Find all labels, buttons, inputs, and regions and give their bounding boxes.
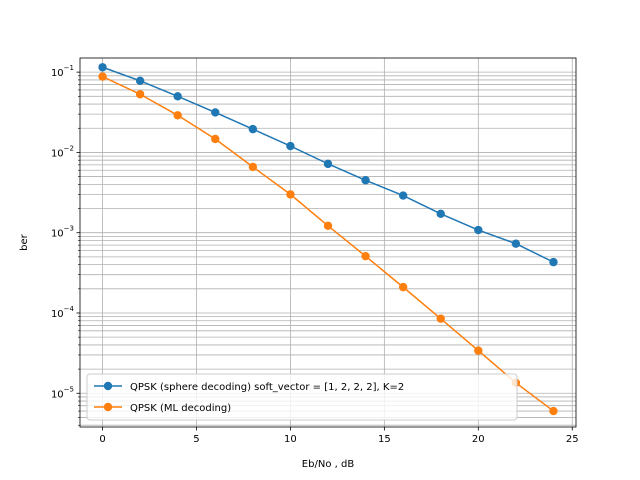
y-tick-label: 10−5 xyxy=(51,385,74,400)
x-tick-label: 10 xyxy=(284,434,297,445)
x-axis-label: Eb/No , dB xyxy=(302,459,355,470)
y-tick-label: 10−3 xyxy=(51,225,74,240)
data-point xyxy=(436,314,445,323)
data-point xyxy=(248,162,258,172)
x-tick-label: 25 xyxy=(566,434,579,445)
legend-label: QPSK (ML decoding) xyxy=(130,403,231,414)
data-point xyxy=(474,225,483,235)
y-tick-label: 10−2 xyxy=(51,144,74,159)
series-2 xyxy=(98,72,558,416)
data-point xyxy=(511,239,521,248)
series-layer xyxy=(98,63,558,416)
data-point xyxy=(323,221,333,230)
legend-marker xyxy=(103,381,113,391)
legend: QPSK (sphere decoding) soft_vector = [1,… xyxy=(86,373,518,421)
y-tick-label: 10−4 xyxy=(51,305,75,320)
x-tick-label: 15 xyxy=(378,434,391,445)
x-tick-label: 20 xyxy=(472,434,485,445)
legend-marker xyxy=(103,402,113,412)
legend-entry-1: QPSK (sphere decoding) soft_vector = [1,… xyxy=(94,381,404,393)
data-point xyxy=(248,124,258,134)
data-point xyxy=(98,63,107,72)
data-point xyxy=(286,141,295,151)
data-point xyxy=(135,76,145,85)
x-tick-label: 5 xyxy=(193,434,199,445)
data-point xyxy=(361,251,370,261)
data-point xyxy=(173,111,182,120)
data-point xyxy=(211,134,220,144)
axis-ticks: 10−5 10−4 10−3 10−2 10−1 0 5 10 15 20 25 xyxy=(51,64,579,445)
series-1 xyxy=(98,63,558,267)
data-point xyxy=(436,209,445,218)
y-tick-label: 10−1 xyxy=(51,64,74,79)
legend-label: QPSK (sphere decoding) soft_vector = [1,… xyxy=(130,382,404,393)
data-point xyxy=(98,72,107,81)
data-point xyxy=(173,92,182,101)
data-point xyxy=(323,159,333,169)
plot-frame xyxy=(79,57,577,428)
data-point xyxy=(549,257,558,267)
y-axis-label: ber xyxy=(19,233,30,251)
data-point xyxy=(398,191,408,200)
x-tick-label: 0 xyxy=(99,434,105,445)
data-point xyxy=(135,90,145,99)
data-point xyxy=(286,190,295,199)
legend-box xyxy=(86,373,518,421)
data-point xyxy=(361,176,370,185)
data-point xyxy=(549,406,558,416)
legend-entry-2: QPSK (ML decoding) xyxy=(94,402,231,414)
data-point xyxy=(398,282,408,292)
data-point xyxy=(211,108,220,117)
data-point xyxy=(474,346,483,355)
